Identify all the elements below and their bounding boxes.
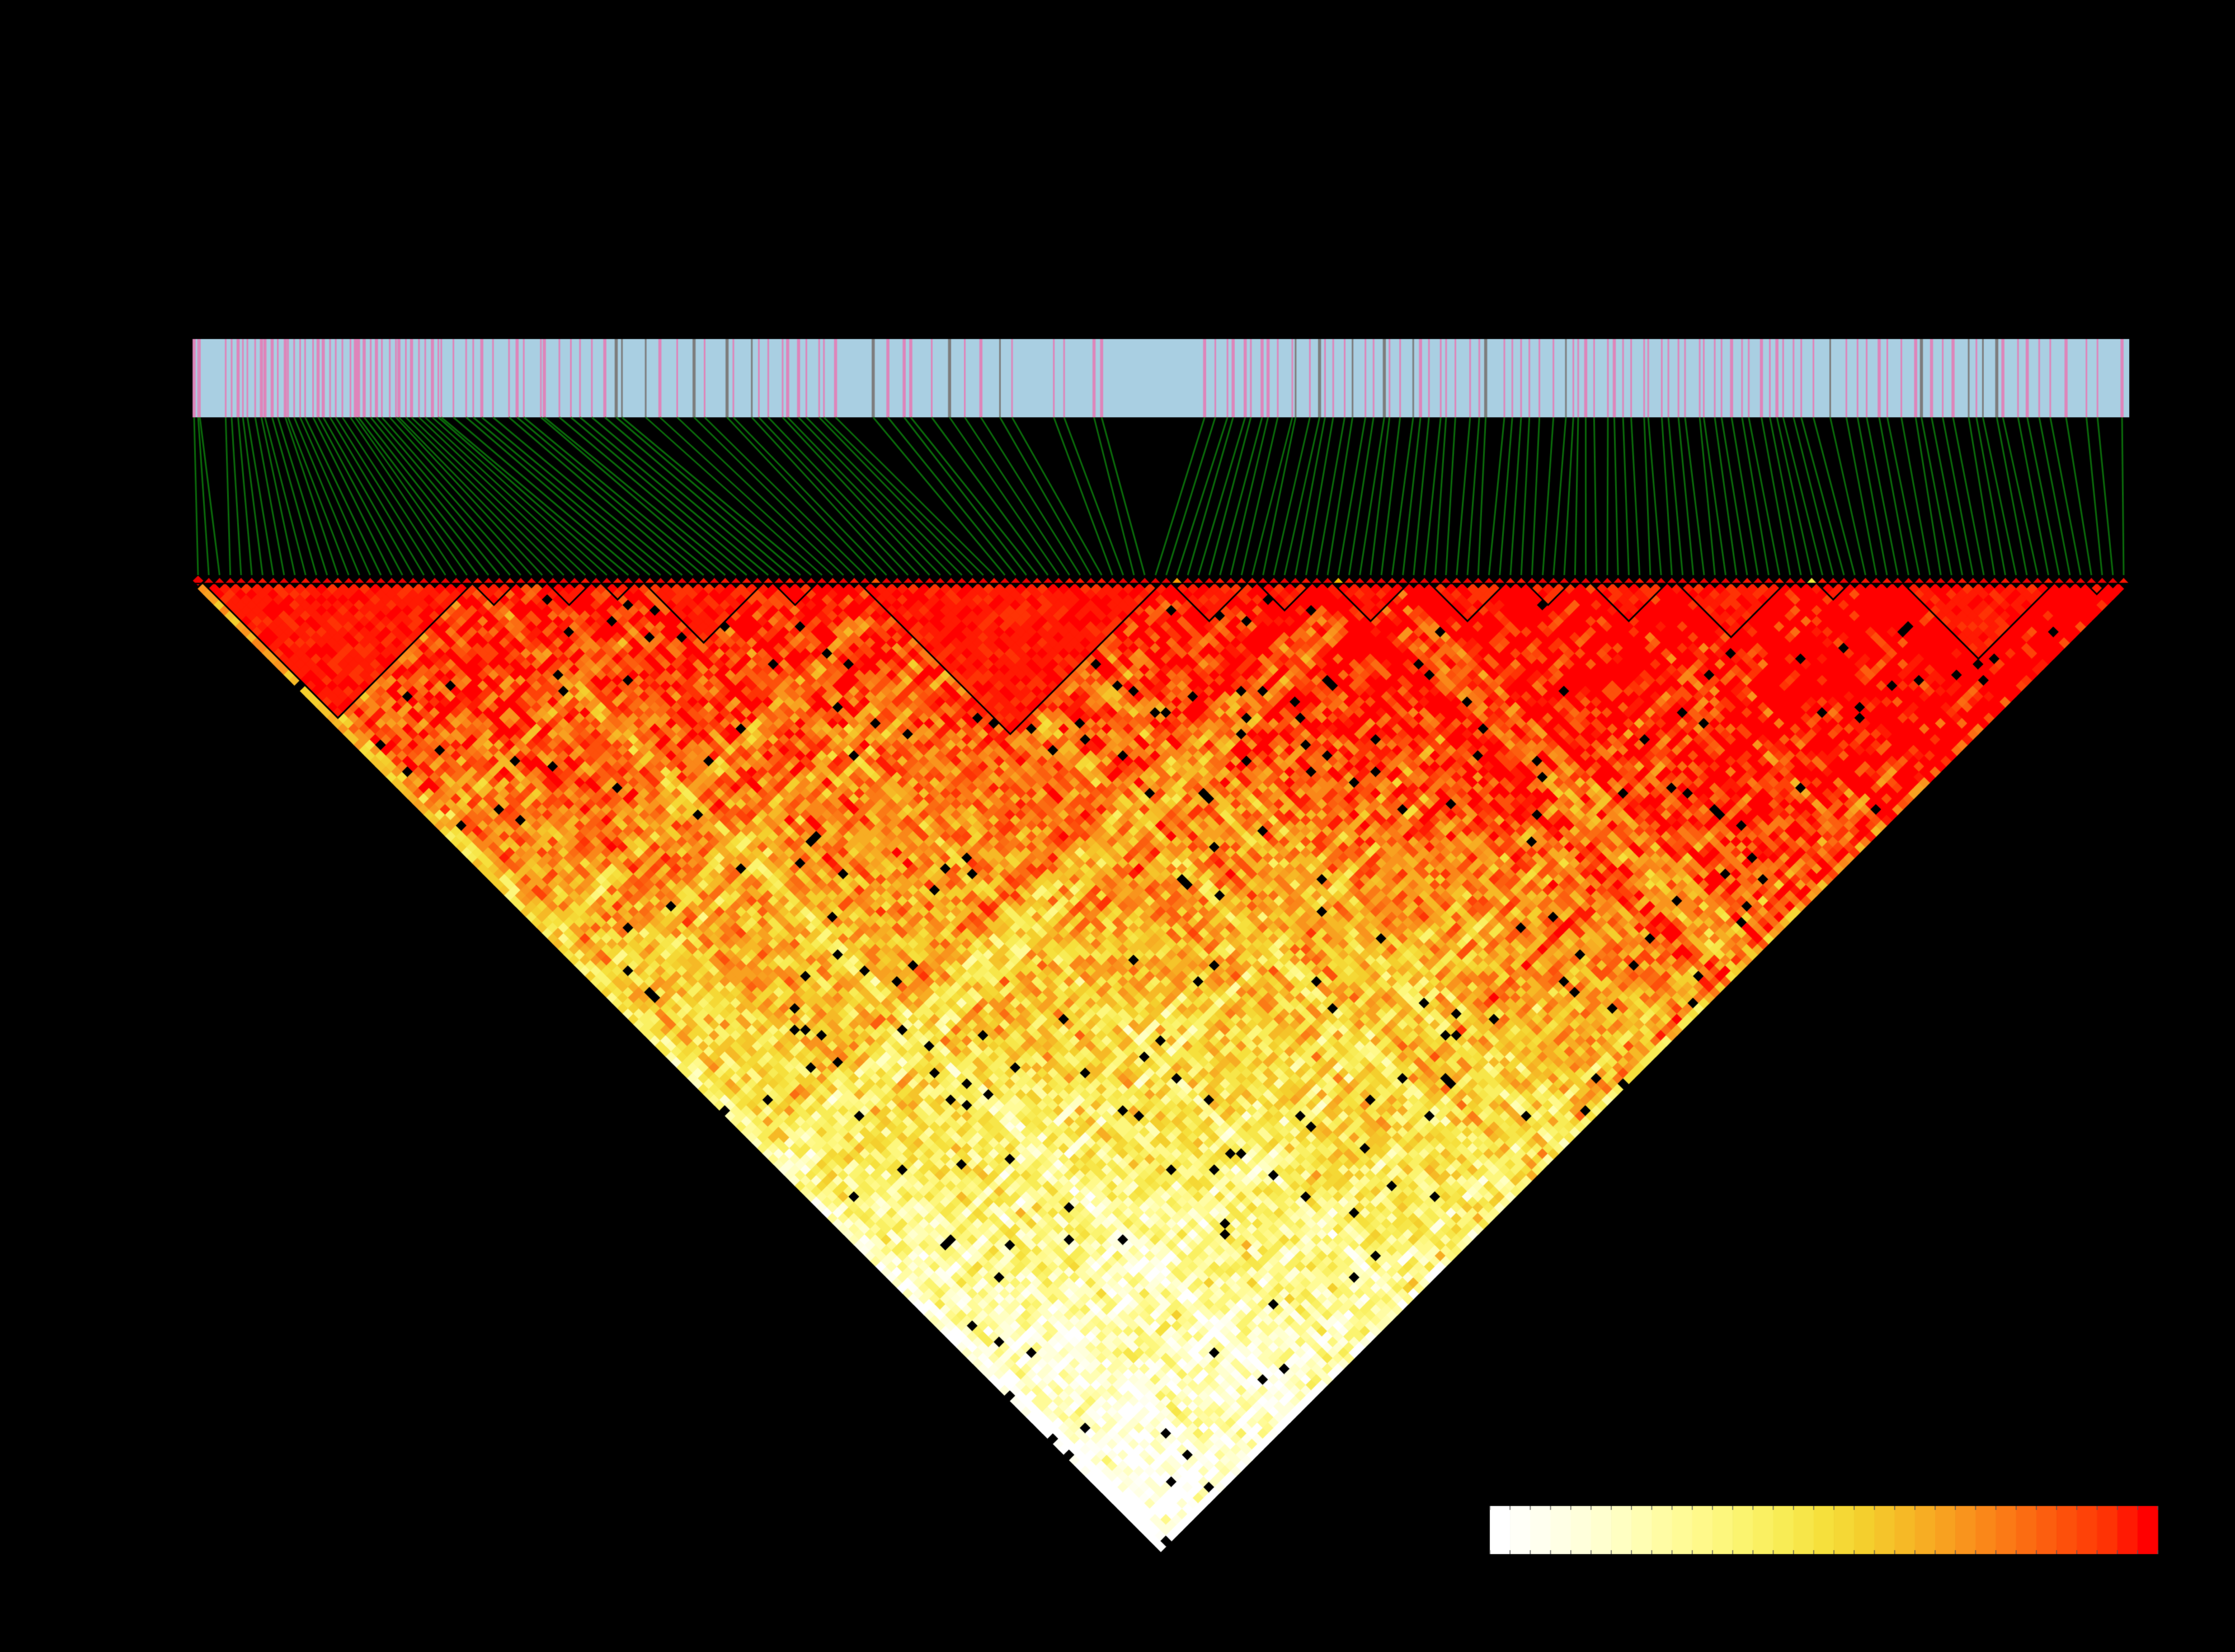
connector-fan (194, 417, 2129, 575)
genome-bar (194, 339, 2129, 417)
color-key (1490, 1506, 2158, 1554)
ld-triangle-heatmap (198, 583, 2124, 1550)
